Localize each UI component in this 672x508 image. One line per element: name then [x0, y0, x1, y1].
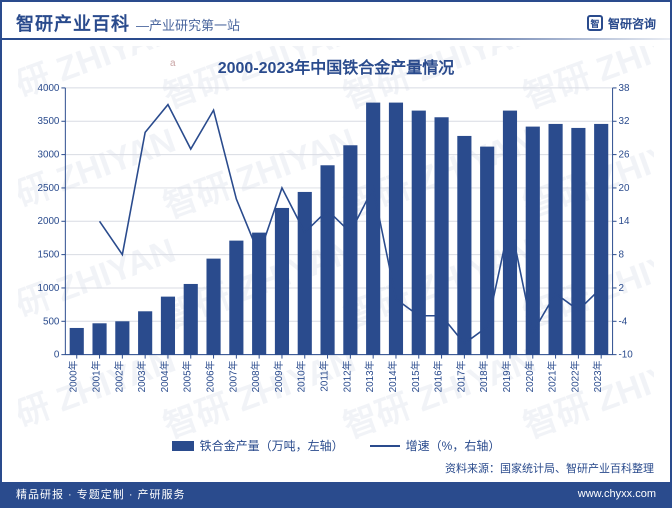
x-category-label: 2004年 — [158, 360, 171, 392]
x-category-label: 2012年 — [340, 360, 353, 392]
x-category-label: 2021年 — [546, 360, 559, 392]
legend: 铁合金产量（万吨，左轴） 增速（%，右轴） — [2, 437, 670, 454]
x-category-label: 2006年 — [204, 360, 217, 392]
x-category-label: 2022年 — [568, 360, 581, 392]
header-right: 智 智研咨询 — [587, 15, 656, 32]
x-category-label: 2005年 — [181, 360, 194, 392]
svg-text:2500: 2500 — [37, 183, 59, 194]
bar — [320, 165, 334, 354]
chart-svg: 0 500 1000 1500 2000 2500 3000 3500 4000 -10 -4 2 8 1… — [20, 82, 652, 406]
svg-text:26: 26 — [619, 150, 630, 161]
svg-text:8: 8 — [619, 250, 625, 261]
bar — [435, 117, 449, 354]
bar — [70, 328, 84, 355]
chart-title: 2000-2023年中国铁合金产量情况 — [2, 54, 670, 78]
svg-text:4000: 4000 — [37, 83, 59, 94]
x-category-label: 2015年 — [409, 360, 422, 392]
x-category-label: 2017年 — [454, 360, 467, 392]
svg-text:32: 32 — [619, 116, 630, 127]
source-text: 资料来源：国家统计局、智研产业百科整理 — [445, 460, 654, 476]
bar — [549, 124, 563, 355]
footer: 精品研报 · 专题定制 · 产研服务 www.chyxx.com — [2, 482, 670, 506]
svg-text:2: 2 — [619, 283, 624, 294]
header-divider — [2, 38, 670, 40]
decor-letter: a — [170, 58, 176, 69]
legend-line-label: 增速（%，右轴） — [406, 437, 501, 454]
svg-text:38: 38 — [619, 83, 630, 94]
legend-bar: 铁合金产量（万吨，左轴） — [172, 437, 344, 454]
x-category-label: 2008年 — [249, 360, 262, 392]
x-category-label: 2001年 — [90, 360, 103, 392]
bar — [571, 128, 585, 355]
bar — [526, 127, 540, 355]
bar — [184, 284, 198, 355]
x-category-label: 2007年 — [226, 360, 239, 392]
svg-text:3000: 3000 — [37, 150, 59, 161]
footer-left: 精品研报 · 专题定制 · 产研服务 — [16, 486, 186, 502]
bar — [594, 124, 608, 355]
svg-text:1500: 1500 — [37, 250, 59, 261]
legend-bar-label: 铁合金产量（万吨，左轴） — [200, 437, 344, 454]
bar — [275, 208, 289, 355]
x-category-label: 2016年 — [432, 360, 445, 392]
bar — [298, 192, 312, 355]
svg-text:500: 500 — [43, 316, 60, 327]
bar — [412, 111, 426, 355]
svg-text:20: 20 — [619, 183, 630, 194]
bar — [92, 323, 106, 354]
x-category-label: 2011年 — [318, 360, 331, 391]
svg-text:0: 0 — [54, 350, 60, 361]
x-category-label: 2010年 — [295, 360, 308, 392]
bar — [252, 233, 266, 355]
x-category-label: 2020年 — [523, 360, 536, 392]
svg-text:1000: 1000 — [37, 283, 59, 294]
x-category-label: 2018年 — [477, 360, 490, 392]
header-left: 智研产业百科 —产业研究第一站 — [16, 10, 240, 36]
bar — [229, 241, 243, 355]
x-category-label: 2014年 — [386, 360, 399, 392]
logo-icon: 智 — [587, 15, 603, 31]
legend-line: 增速（%，右轴） — [370, 437, 501, 454]
footer-right: www.chyxx.com — [578, 488, 656, 500]
chart-area: 0 500 1000 1500 2000 2500 3000 3500 4000 -10 -4 2 8 1… — [20, 82, 652, 406]
bar-swatch-icon — [172, 441, 194, 451]
bar — [503, 111, 517, 355]
bar — [138, 311, 152, 354]
x-category-label: 2023年 — [591, 360, 604, 392]
brand-tagline: —产业研究第一站 — [136, 15, 240, 34]
header-right-label: 智研咨询 — [608, 15, 656, 32]
svg-text:-4: -4 — [619, 316, 628, 327]
x-category-label: 2002年 — [112, 360, 125, 392]
x-category-label: 2009年 — [272, 360, 285, 392]
line-swatch-icon — [370, 445, 400, 447]
svg-text:-10: -10 — [619, 350, 634, 361]
svg-text:14: 14 — [619, 216, 630, 227]
x-category-label: 2013年 — [363, 360, 376, 392]
bar — [161, 297, 175, 355]
bar — [389, 103, 403, 355]
svg-text:3500: 3500 — [37, 116, 59, 127]
brand-title: 智研产业百科 — [16, 10, 130, 36]
bar — [206, 259, 220, 355]
x-category-label: 2019年 — [500, 360, 513, 392]
chart-card: 智研产业百科 —产业研究第一站 智 智研咨询 a 智研 ZHIYAN智研 ZHI… — [0, 0, 672, 508]
svg-text:2000: 2000 — [37, 216, 59, 227]
bar — [343, 145, 357, 354]
bar — [115, 321, 129, 354]
x-category-label: 2000年 — [67, 360, 80, 392]
x-category-label: 2003年 — [135, 360, 148, 392]
bar — [457, 136, 471, 355]
header: 智研产业百科 —产业研究第一站 智 智研咨询 — [2, 2, 670, 40]
bar — [366, 103, 380, 355]
